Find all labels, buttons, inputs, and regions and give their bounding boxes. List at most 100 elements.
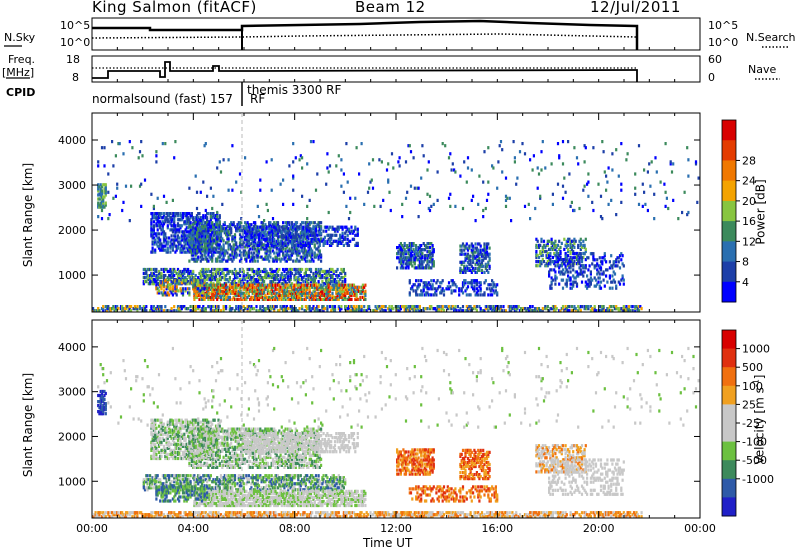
- power-cell: [203, 274, 206, 278]
- power-cell: [227, 237, 230, 241]
- freq-unit-label: [MHz]: [2, 66, 35, 79]
- date-title: 12/Jul/2011: [590, 0, 681, 16]
- power-cell: [427, 287, 430, 291]
- power-cell: [240, 227, 243, 231]
- power-cell: [487, 252, 490, 256]
- power-cell: [491, 309, 494, 313]
- power-cell: [459, 260, 462, 264]
- power-cell: [358, 285, 361, 289]
- power-cell: [276, 237, 280, 241]
- power-cell: [238, 278, 242, 282]
- power-cell: [346, 291, 349, 295]
- power-cell: [583, 307, 586, 311]
- power-cell: [197, 281, 200, 285]
- power-cell: [578, 260, 581, 264]
- power-cell: [586, 256, 589, 260]
- power-cell: [250, 305, 253, 309]
- power-cell: [618, 309, 622, 313]
- power-cell: [194, 295, 197, 299]
- power-cell: [426, 262, 429, 266]
- power-cell: [290, 271, 294, 276]
- power-cell: [173, 240, 176, 244]
- power-cell: [485, 287, 489, 291]
- power-cell: [192, 253, 195, 257]
- power-cell: [417, 264, 420, 268]
- power-cell: [275, 255, 278, 259]
- power-cell: [474, 246, 477, 250]
- power-cell: [211, 245, 214, 249]
- power-cell: [200, 291, 204, 295]
- power-cell: [188, 225, 191, 229]
- power-cell: [439, 291, 442, 295]
- power-cell: [257, 297, 261, 301]
- power-cell: [211, 231, 214, 235]
- power-cell: [283, 305, 286, 309]
- power-cell: [202, 214, 205, 218]
- power-cell: [616, 307, 619, 311]
- power-cell: [211, 287, 214, 291]
- power-cell: [217, 280, 220, 284]
- power-cell: [307, 305, 310, 309]
- power-cell: [276, 227, 280, 231]
- power-cell: [280, 241, 283, 245]
- power-cell: [257, 237, 261, 241]
- power-cell: [246, 255, 249, 259]
- power-cell: [230, 282, 233, 286]
- power-cell: [523, 307, 527, 311]
- power-cell: [265, 225, 268, 229]
- power-cell: [198, 271, 201, 276]
- power-cell: [195, 214, 199, 218]
- power-cell: [339, 309, 342, 313]
- power-cell: [179, 287, 182, 291]
- power-cell: [515, 305, 518, 309]
- power-cell: [190, 226, 193, 230]
- power-cell: [556, 262, 560, 266]
- power-cell: [121, 305, 124, 309]
- power-cell: [212, 271, 215, 276]
- power-cell: [283, 229, 286, 233]
- power-cell: [261, 309, 264, 313]
- power-cell: [437, 307, 440, 311]
- power-cell: [203, 235, 206, 239]
- power-cell: [160, 276, 163, 280]
- power-cell: [157, 271, 161, 276]
- power-cell: [251, 269, 254, 274]
- power-cell: [488, 266, 491, 270]
- power-cell: [184, 238, 187, 242]
- power-cell: [401, 305, 404, 309]
- power-cell: [180, 274, 183, 278]
- power-cell: [474, 242, 477, 246]
- power-cell: [340, 235, 343, 239]
- power-cell: [597, 280, 600, 284]
- power-cell: [202, 237, 205, 241]
- power-cell: [197, 229, 200, 233]
- power-cell: [473, 279, 476, 283]
- power-cell: [507, 305, 510, 309]
- power-cell: [420, 266, 423, 270]
- power-cell: [465, 293, 468, 297]
- power-cell: [242, 227, 245, 231]
- power-cell: [314, 285, 318, 289]
- power-cell: [176, 244, 180, 248]
- power-cell: [247, 249, 250, 253]
- power-cell: [160, 305, 163, 309]
- power-cell: [260, 289, 263, 293]
- power-cell: [458, 287, 461, 291]
- power-cell: [470, 242, 473, 246]
- power-cell: [584, 266, 587, 270]
- power-cell: [169, 309, 172, 313]
- power-cell: [487, 254, 490, 258]
- power-cell: [136, 309, 139, 313]
- power-cell: [223, 289, 226, 293]
- power-cell: [596, 258, 599, 262]
- power-cell: [269, 227, 272, 231]
- power-cell: [244, 235, 247, 239]
- power-cell: [194, 221, 197, 225]
- power-cell: [613, 307, 617, 311]
- power-cell: [631, 305, 634, 309]
- power-cell: [602, 305, 605, 309]
- power-cell: [342, 293, 345, 297]
- power-cell: [555, 252, 558, 256]
- power-cell: [187, 238, 190, 242]
- power-cell: [559, 309, 562, 313]
